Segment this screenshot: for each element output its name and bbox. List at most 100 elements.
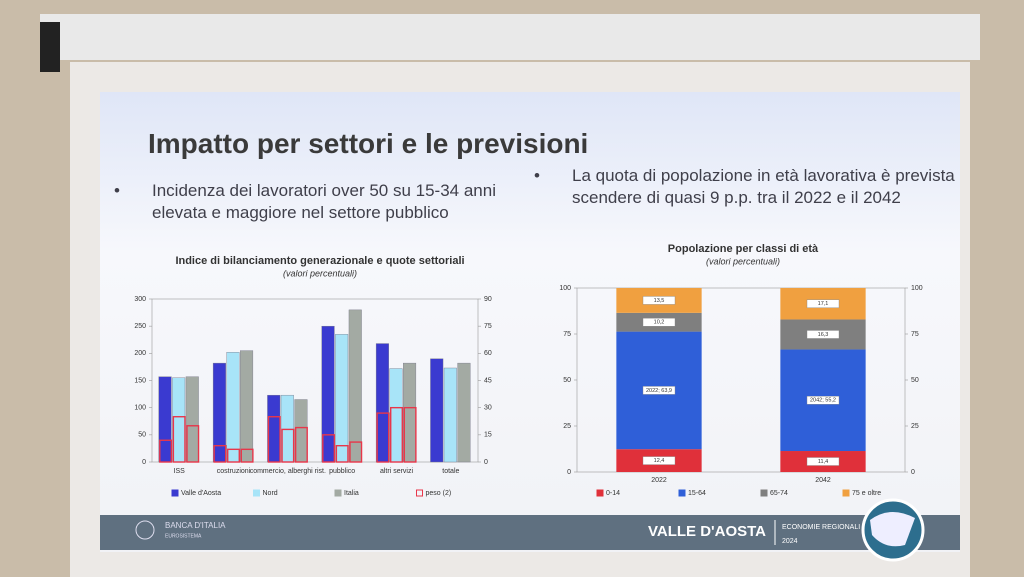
- y2-tick-label: 0: [484, 459, 488, 466]
- region-shape: [870, 511, 915, 547]
- footer-year: 2024: [782, 538, 798, 545]
- value-label-box: [642, 386, 676, 395]
- bar: [212, 362, 226, 463]
- value-label-box: [806, 457, 840, 466]
- bar: [267, 394, 281, 463]
- weight-bar: [240, 448, 254, 463]
- y2-tick-label: 15: [484, 432, 492, 439]
- legend-label: Nord: [263, 490, 278, 497]
- legend-swatch: [760, 489, 768, 497]
- y-tick-label: 75: [563, 331, 571, 338]
- weight-bar: [281, 428, 295, 463]
- weight-bar: [390, 406, 403, 463]
- x-tick-label: altri servizi: [380, 468, 414, 475]
- y2-tick-label: 25: [911, 423, 919, 430]
- bar: [280, 394, 294, 463]
- footer-region: VALLE D'AOSTA: [648, 523, 766, 540]
- y2-tick-label: 50: [911, 377, 919, 384]
- weight-bar: [267, 416, 281, 463]
- y2-tick-label: 0: [911, 469, 915, 476]
- weight-bar: [349, 441, 363, 463]
- legend-label: 0-14: [606, 490, 620, 497]
- y-tick-label: 50: [138, 432, 146, 439]
- legend-swatch: [334, 489, 342, 497]
- bar: [158, 376, 172, 463]
- legend-swatch: [171, 489, 179, 497]
- footer-bar: [100, 515, 960, 550]
- value-label-box: [642, 456, 676, 465]
- value-label: 12,4: [654, 458, 665, 464]
- y-tick-label: 200: [134, 350, 146, 357]
- bar: [348, 309, 362, 463]
- bar: [403, 362, 417, 463]
- x-tick-label: ISS: [174, 468, 186, 475]
- bar: [430, 358, 444, 463]
- weight-bar: [376, 412, 390, 463]
- x-tick-label: 2022: [651, 477, 667, 484]
- bar: [172, 377, 186, 463]
- legend-label: 15-64: [688, 490, 706, 497]
- bar: [226, 352, 240, 463]
- y-tick-label: 300: [134, 296, 146, 303]
- footer-logo-sub: EUROSISTEMA: [165, 533, 202, 539]
- y-tick-label: 100: [559, 285, 571, 292]
- y-tick-label: 50: [563, 377, 571, 384]
- legend-swatch: [842, 489, 850, 497]
- legend-label: Valle d'Aosta: [181, 490, 221, 497]
- value-label-box: [642, 296, 676, 305]
- weight-bar: [403, 406, 417, 463]
- weight-bar: [335, 445, 349, 463]
- footer-series: ECONOMIE REGIONALI: [782, 524, 860, 531]
- charts: Indice di bilanciamento generazionale e …: [134, 243, 922, 497]
- chart-subtitle: (valori percentuali): [706, 256, 780, 266]
- value-label: 11,4: [818, 459, 828, 465]
- logo-mark: [135, 520, 155, 540]
- x-tick-label: totale: [442, 468, 459, 475]
- weight-bar: [159, 439, 173, 463]
- y-tick-label: 250: [134, 323, 146, 330]
- value-label-box: [806, 299, 840, 308]
- weight-bar: [294, 426, 308, 463]
- bar: [185, 376, 199, 463]
- y-tick-label: 100: [134, 405, 146, 412]
- value-label-box: [642, 318, 676, 327]
- bullet: Incidenza dei lavoratori over 50 su 15-3…: [114, 180, 547, 224]
- chart-title: Popolazione per classi di età: [668, 243, 819, 255]
- weight-bar: [172, 416, 186, 463]
- roller-end: [40, 22, 60, 72]
- chart-subtitle: (valori percentuali): [283, 268, 357, 278]
- bar: [389, 368, 403, 463]
- bar: [294, 399, 308, 463]
- y-tick-label: 150: [134, 377, 146, 384]
- weight-bar: [186, 425, 200, 463]
- slide-title: Impatto per settori e le previsioni: [148, 128, 589, 159]
- legend-swatch: [253, 489, 260, 497]
- value-label: 2022; 63,9: [646, 388, 672, 394]
- weight-bar: [322, 434, 336, 463]
- x-tick-label: 2042: [815, 477, 831, 484]
- y2-tick-label: 90: [484, 296, 492, 303]
- value-label: 17,1: [818, 301, 829, 307]
- y2-tick-label: 45: [484, 377, 492, 384]
- y2-tick-label: 75: [484, 323, 492, 330]
- y-tick-label: 25: [563, 423, 571, 430]
- y2-tick-label: 60: [484, 350, 492, 357]
- legend-label: peso (2): [426, 490, 452, 497]
- value-label: 16,3: [818, 332, 829, 338]
- legend-swatch: [678, 489, 686, 497]
- bar: [443, 367, 457, 463]
- legend-swatch: [596, 489, 604, 497]
- y-tick-label: 0: [567, 469, 571, 476]
- legend-label: 75 e oltre: [852, 490, 881, 497]
- x-tick-label: costruzioni: [217, 468, 251, 475]
- value-label-box: [806, 396, 840, 405]
- x-tick-label: commercio, alberghi rist.: [250, 468, 326, 475]
- legend-swatch: [416, 489, 423, 497]
- y2-tick-label: 75: [911, 331, 919, 338]
- legend-label: 65-74: [770, 490, 788, 497]
- y2-tick-label: 100: [911, 285, 923, 292]
- screen-roller: [40, 14, 980, 60]
- legend-label: Italia: [344, 490, 359, 497]
